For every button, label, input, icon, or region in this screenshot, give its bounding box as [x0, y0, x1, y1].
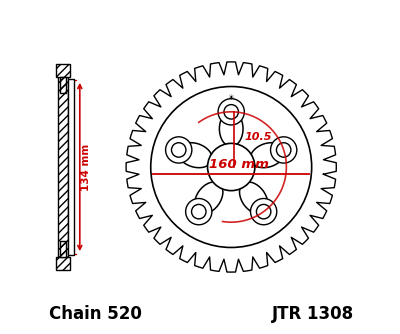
- Circle shape: [270, 137, 297, 163]
- Bar: [56, 64, 70, 77]
- Circle shape: [172, 143, 186, 157]
- Text: ☀: ☀: [228, 93, 235, 102]
- Circle shape: [276, 143, 291, 157]
- Bar: [58, 77, 68, 257]
- Circle shape: [218, 99, 244, 125]
- Polygon shape: [126, 62, 336, 272]
- Circle shape: [208, 143, 255, 191]
- Bar: [56, 257, 70, 270]
- Bar: [56, 64, 70, 77]
- Bar: [60, 241, 66, 257]
- Bar: [56, 257, 70, 270]
- Circle shape: [192, 204, 206, 219]
- Circle shape: [166, 137, 192, 163]
- Circle shape: [224, 105, 238, 119]
- Bar: [58, 77, 68, 257]
- Circle shape: [256, 204, 271, 219]
- Bar: [60, 77, 66, 93]
- Circle shape: [250, 198, 277, 225]
- Text: Chain 520: Chain 520: [49, 305, 142, 323]
- Text: JTR 1308: JTR 1308: [272, 305, 354, 323]
- Circle shape: [186, 198, 212, 225]
- Bar: [68, 79, 74, 255]
- Text: 10.5: 10.5: [244, 132, 272, 142]
- Text: 160 mm: 160 mm: [210, 158, 269, 171]
- Bar: [60, 241, 66, 257]
- Text: 134 mm: 134 mm: [81, 143, 91, 191]
- Bar: [60, 77, 66, 93]
- Circle shape: [151, 87, 312, 247]
